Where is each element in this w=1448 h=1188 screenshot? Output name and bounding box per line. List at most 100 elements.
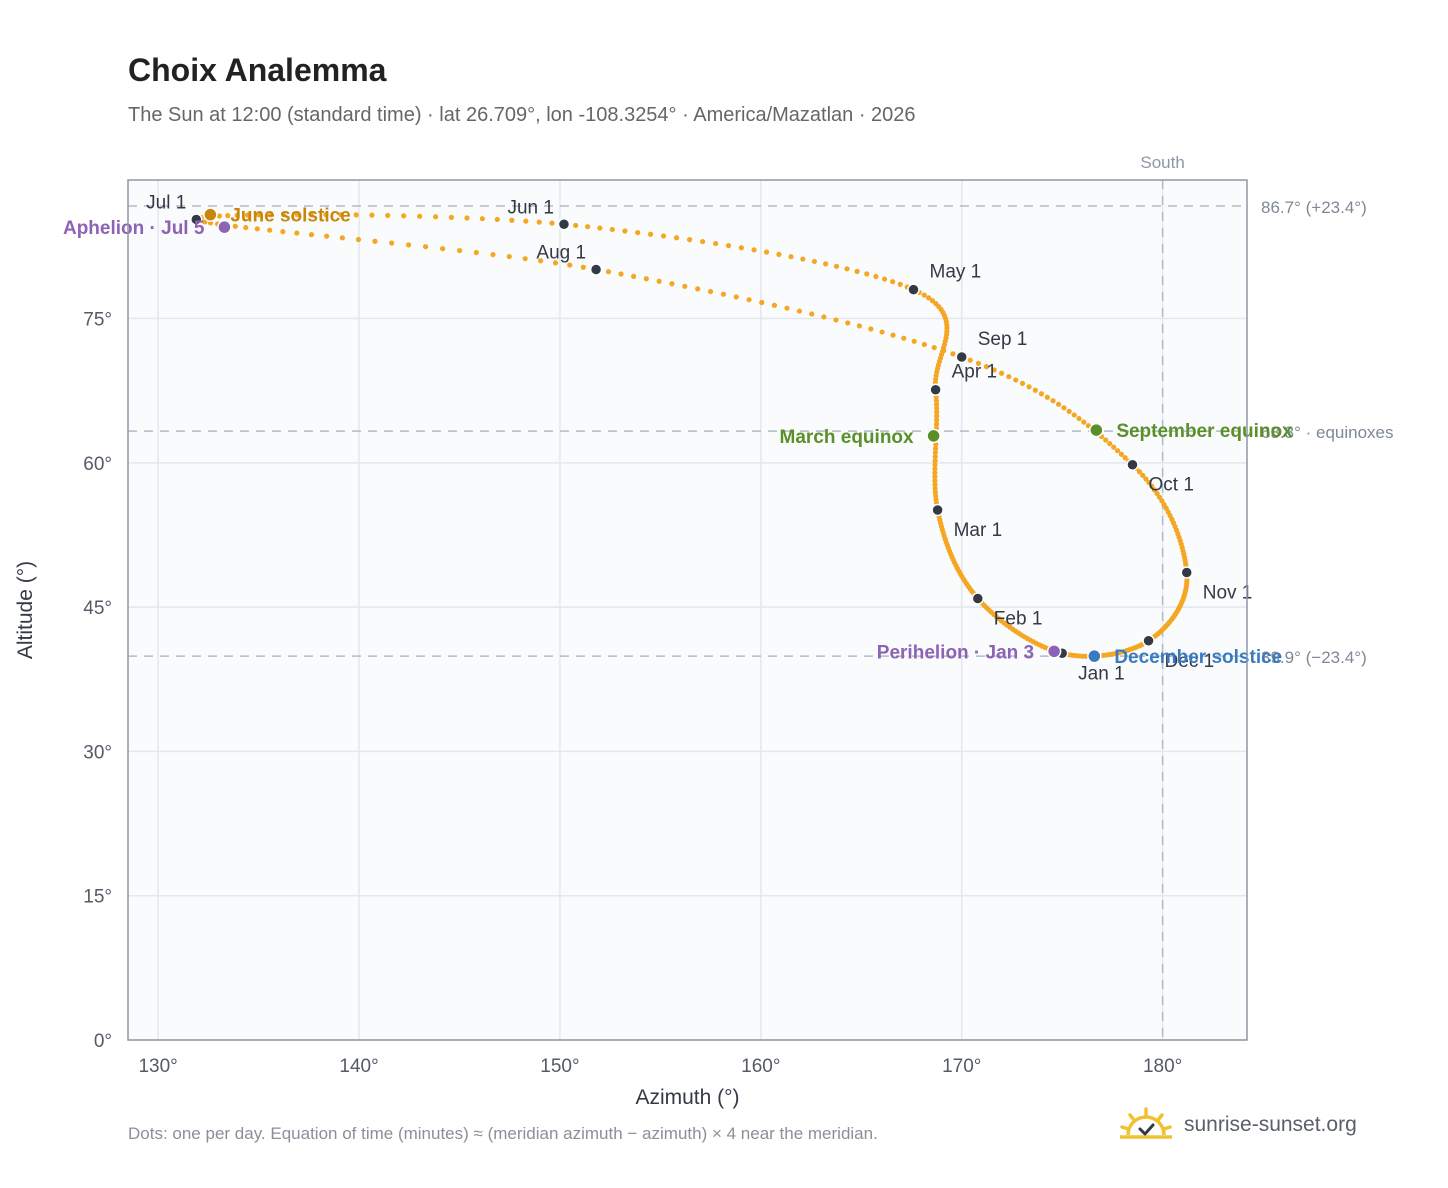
y-tick-label: 45° xyxy=(83,598,112,619)
daily-dot xyxy=(844,266,850,272)
daily-dot xyxy=(932,449,938,456)
daily-dot xyxy=(1143,476,1149,482)
daily-dot xyxy=(254,226,260,232)
daily-dot xyxy=(833,317,839,323)
x-tick-label: 160° xyxy=(741,1056,780,1077)
daily-dot xyxy=(401,213,407,219)
month-label: Apr 1 xyxy=(952,362,997,383)
month-markers: Jan 1 Feb 1 Mar 1 Apr 1 May 1 Jun 1 Jul 1 Aug 1… xyxy=(146,192,1252,684)
y-axis-label: Altitude (°) xyxy=(14,561,37,659)
daily-dot xyxy=(647,231,654,237)
y-tick-label: 30° xyxy=(83,742,112,763)
event-label: March equinox xyxy=(780,427,915,448)
daily-dot xyxy=(522,256,528,262)
daily-dot xyxy=(932,478,938,484)
daily-dot xyxy=(389,240,395,246)
month-marker xyxy=(557,218,571,231)
month-marker xyxy=(907,283,920,296)
daily-dot xyxy=(1019,380,1026,386)
daily-dot xyxy=(339,235,345,241)
daily-dot xyxy=(656,278,662,284)
daily-dot xyxy=(1107,440,1113,447)
event-label: Aphelion · Jul 5 xyxy=(63,218,205,239)
daily-dot xyxy=(746,297,752,303)
daily-dot xyxy=(1136,469,1143,475)
daily-dot xyxy=(268,212,274,218)
event-label: December solstice xyxy=(1114,647,1282,668)
daily-dot xyxy=(933,421,940,427)
x-axis-label: Azimuth (°) xyxy=(635,1086,739,1109)
daily-dot xyxy=(934,405,940,411)
daily-dot xyxy=(921,292,927,298)
event-marker xyxy=(217,219,232,235)
daily-dot xyxy=(733,294,739,300)
daily-dot xyxy=(725,243,732,249)
daily-dot xyxy=(868,326,874,332)
daily-dot xyxy=(635,229,641,236)
month-marker xyxy=(1142,634,1155,648)
daily-dot xyxy=(660,233,667,239)
daily-dot xyxy=(854,268,860,274)
reference-line-label: 63.3° · equinoxes xyxy=(1261,423,1394,442)
daily-dot xyxy=(372,238,378,244)
daily-dot xyxy=(1006,373,1012,380)
daily-dot xyxy=(890,279,896,285)
daily-dot xyxy=(890,332,896,338)
daily-dot xyxy=(1114,448,1121,454)
month-label: Jan 1 xyxy=(1078,663,1124,684)
daily-dot xyxy=(422,244,429,250)
month-marker xyxy=(1126,458,1139,471)
month-marker xyxy=(1180,566,1193,579)
daily-dot xyxy=(417,213,423,219)
month-label: Aug 1 xyxy=(536,242,586,263)
daily-dot xyxy=(605,269,612,275)
page-subtitle: The Sun at 12:00 (standard time) · lat 2… xyxy=(128,104,916,126)
month-marker xyxy=(589,263,603,276)
reference-line-label: 86.7° (+23.4°) xyxy=(1261,198,1367,217)
daily-dot xyxy=(244,212,251,218)
daily-dot xyxy=(294,211,300,218)
daily-dot xyxy=(686,237,693,243)
daily-dot xyxy=(932,481,938,488)
daily-dot xyxy=(932,470,938,476)
daily-dot xyxy=(353,212,359,218)
daily-dot xyxy=(1055,401,1062,407)
month-label: Dec 1 xyxy=(1165,651,1215,672)
daily-dot xyxy=(933,401,940,408)
daily-dot xyxy=(369,212,375,218)
daily-dot xyxy=(1081,419,1087,425)
daily-dot xyxy=(932,466,938,472)
daily-dot xyxy=(294,230,300,236)
daily-dot xyxy=(776,251,782,257)
daily-dot xyxy=(771,302,778,308)
page-title: Choix Analemma xyxy=(128,52,387,88)
brand[interactable]: sunrise-sunset.org xyxy=(1120,1103,1357,1147)
daily-dot xyxy=(1038,391,1045,397)
month-label: Mar 1 xyxy=(954,520,1003,541)
daily-dot xyxy=(811,258,817,265)
daily-dot xyxy=(934,417,940,423)
daily-dot xyxy=(1154,490,1160,497)
y-tick-label: 0° xyxy=(94,1031,112,1052)
x-tick-label: 150° xyxy=(540,1056,579,1077)
x-tick-label: 180° xyxy=(1143,1056,1182,1077)
plot-background xyxy=(128,180,1247,1040)
daily-dot xyxy=(440,246,446,252)
brand-link[interactable]: sunrise-sunset.org xyxy=(1184,1113,1357,1136)
daily-dot xyxy=(490,251,496,258)
daily-dot xyxy=(720,291,727,297)
daily-dot xyxy=(682,283,688,289)
daily-dot xyxy=(243,224,249,231)
daily-dot xyxy=(901,335,907,341)
daily-dot xyxy=(669,281,675,287)
x-tick-label: 170° xyxy=(942,1056,981,1077)
daily-dot xyxy=(631,273,637,279)
daily-dot xyxy=(479,216,485,222)
month-marker xyxy=(955,350,968,364)
daily-dot xyxy=(932,489,938,495)
footnote: Dots: one per day. Equation of time (min… xyxy=(128,1124,878,1143)
daily-dot xyxy=(234,212,240,218)
daily-dot xyxy=(809,311,815,317)
daily-dot xyxy=(751,247,757,253)
daily-dot xyxy=(983,364,990,370)
